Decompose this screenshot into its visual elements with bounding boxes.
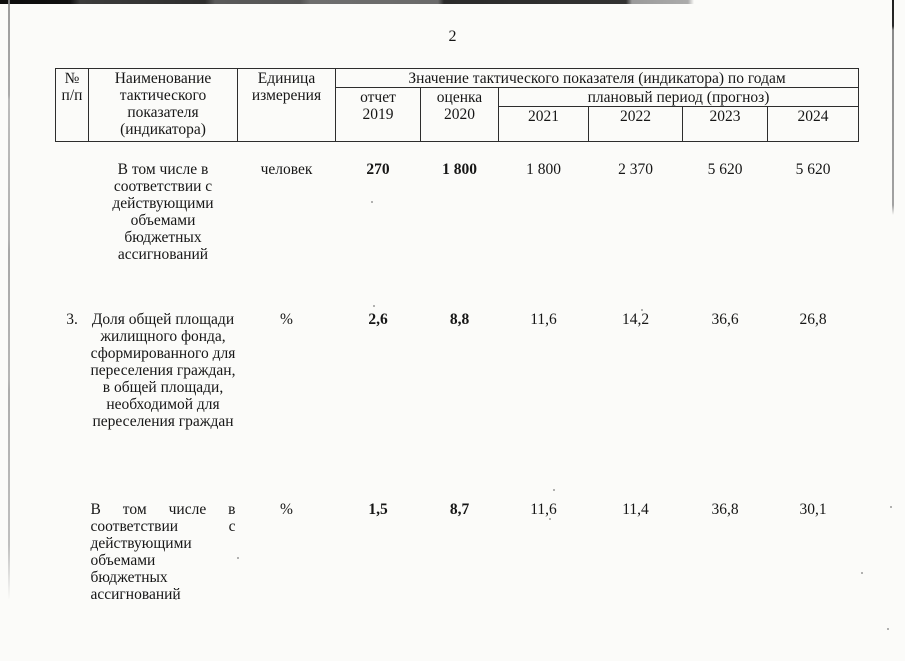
cell-indicator-name: В том числе в соответствии с действующим… <box>112 161 214 263</box>
cell-value-2021: 11,6 <box>530 311 557 328</box>
cell-unit: % <box>280 311 293 328</box>
cell-value-2022: 14,2 <box>621 311 650 328</box>
header-cell-year-2024: 2024 <box>766 106 860 142</box>
scan-speck <box>641 309 643 311</box>
header-cell-estimate: оценка 2020 <box>420 87 499 142</box>
cell-value-2019: 270 <box>366 161 390 178</box>
cell-value-2024: 5 620 <box>795 161 831 178</box>
cell-unit: человек <box>260 161 313 178</box>
header-cell-values: Значение тактического показателя (индика… <box>334 68 860 88</box>
page-number: 2 <box>448 28 457 45</box>
cell-value-2022: 2 370 <box>618 161 653 178</box>
header-cell-year-2021: 2021 <box>498 106 589 142</box>
indicators-table: № п/п Наименование тактического показате… <box>55 68 860 661</box>
cell-value-2020: 8,8 <box>449 311 470 328</box>
cell-row-number <box>56 500 89 661</box>
cell-value-2023: 36,6 <box>711 311 739 328</box>
scan-speck <box>890 506 892 508</box>
cell-indicator-name: В том числе в соответствии с действующим… <box>90 501 236 603</box>
cell-row-number: 3. <box>66 311 78 328</box>
scan-speck <box>175 598 177 600</box>
scan-speck <box>887 628 889 630</box>
cell-indicator-name: Доля общей площади жилищного фонда, сфор… <box>90 311 236 430</box>
cell-value-2021: 1 800 <box>526 161 561 178</box>
header-cell-year-2023: 2023 <box>682 106 768 142</box>
scan-speck <box>373 305 375 307</box>
scan-speck <box>861 572 863 574</box>
table-row: В том числе в соответствии с действующим… <box>56 500 859 661</box>
header-cell-report: отчет 2019 <box>335 87 421 142</box>
scan-speck <box>371 201 373 203</box>
cell-value-2023: 5 620 <box>707 161 743 178</box>
scan-edge-right <box>892 0 894 215</box>
table-row: 3. Доля общей площади жилищного фонда, с… <box>56 309 859 500</box>
scan-edge-left <box>8 0 10 600</box>
scan-speck <box>549 518 551 520</box>
cell-unit: % <box>280 501 293 518</box>
cell-value-2023: 36,8 <box>711 501 739 518</box>
scan-speck <box>553 489 555 491</box>
scan-edge-top <box>0 0 694 4</box>
header-report-label: отчет <box>360 89 396 106</box>
cell-value-2022: 11,4 <box>622 501 649 518</box>
header-estimate-year: 2020 <box>444 106 475 123</box>
header-cell-num: № п/п <box>55 68 89 142</box>
cell-value-2024: 30,1 <box>799 501 827 518</box>
header-cell-plan: плановый период (прогноз) <box>497 87 860 107</box>
cell-value-2019: 2,6 <box>368 311 388 328</box>
cell-value-2024: 26,8 <box>799 311 827 328</box>
cell-value-2020: 1 800 <box>442 161 477 178</box>
cell-row-number <box>56 142 89 310</box>
header-cell-year-2022: 2022 <box>588 106 683 142</box>
header-cell-name: Наименование тактического показателя (ин… <box>88 68 238 142</box>
cell-value-2019: 1,5 <box>368 501 388 518</box>
table-row: В том числе в соответствии с действующим… <box>56 142 859 310</box>
scan-speck <box>237 557 239 559</box>
cell-value-2021: 11,6 <box>530 501 557 518</box>
header-cell-unit: Единица измерения <box>237 68 336 142</box>
cell-value-2020: 8,7 <box>449 501 470 518</box>
header-report-year: 2019 <box>362 106 394 123</box>
header-estimate-label: оценка <box>436 89 483 106</box>
